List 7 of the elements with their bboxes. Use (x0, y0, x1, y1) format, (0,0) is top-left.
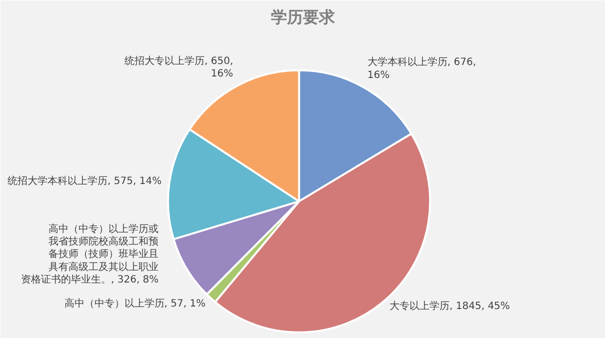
slice-label: 大学本科以上学历, 676, 16% (367, 56, 476, 81)
slice-label: 高中（中专）以上学历或我省技师院校高级工和预备技师（技师）班毕业且具有高级工及其以上职业资格证书的毕业生。, 326, 8% (21, 222, 159, 286)
slice-label: 统招大学本科以上学历, 575, 14% (8, 174, 162, 187)
slice-label: 统招大专以上学历, 650, 16% (124, 54, 234, 80)
slice-label: 大专以上学历, 1845, 45% (390, 300, 510, 312)
slice-label: 高中（中专）以上学历, 57, 1% (64, 297, 206, 310)
chart-title: 学历要求 (271, 8, 336, 26)
